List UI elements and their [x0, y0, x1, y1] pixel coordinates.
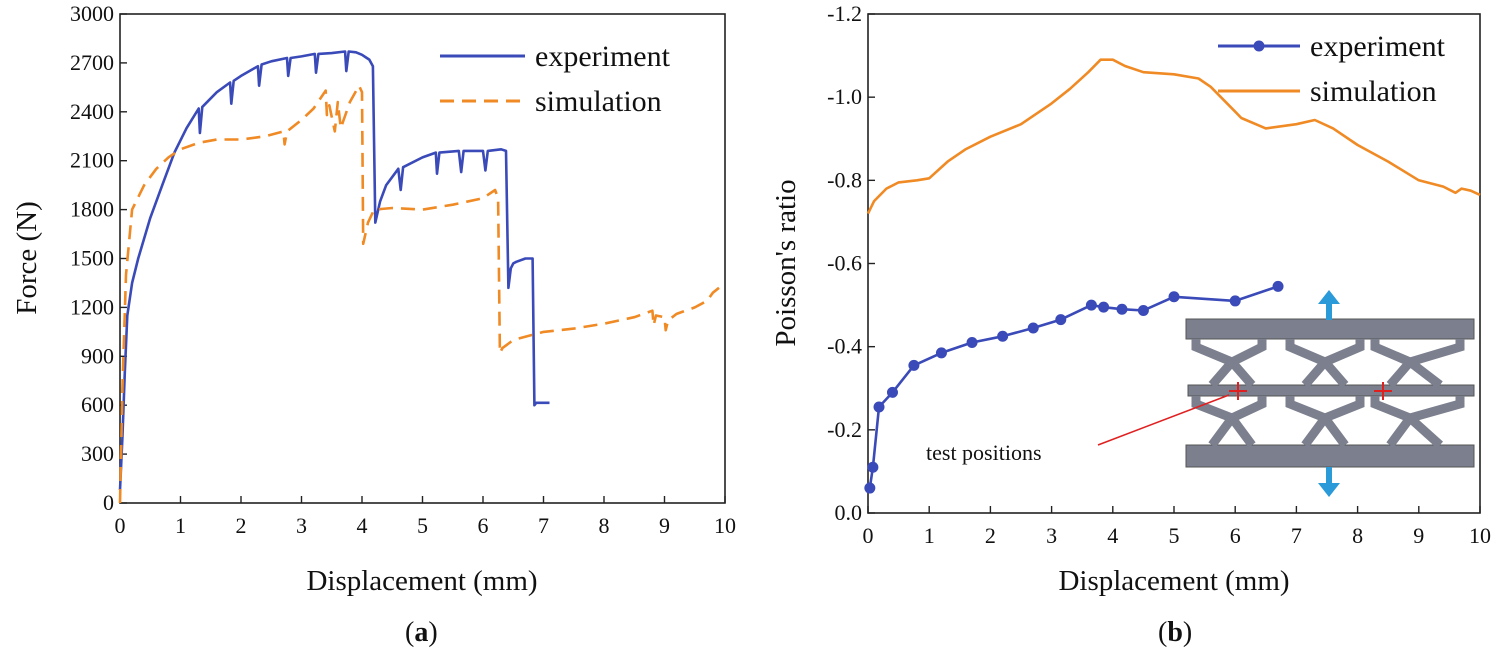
y-tick-label: 900: [81, 343, 114, 368]
panel-label-a-letter: a: [414, 617, 428, 648]
x-tick-label: 9: [659, 513, 670, 538]
y-axis-label-b: Poisson's ratio: [770, 179, 802, 346]
legend-b-experiment-marker: [1253, 40, 1265, 52]
series-line-simulation: [866, 58, 1481, 215]
y-tick-label: 1800: [70, 197, 114, 222]
x-tick-label: 4: [1107, 523, 1118, 548]
x-tick-label: 2: [985, 523, 996, 548]
y-tick-label: 0.0: [835, 500, 863, 525]
x-tick-label: 7: [538, 513, 549, 538]
x-tick-label: 5: [1169, 523, 1180, 548]
x-tick-label: 1: [175, 513, 186, 538]
data-point-experiment: [867, 461, 879, 473]
x-tick-label: 4: [357, 513, 368, 538]
y-tick-label: -0.8: [827, 167, 862, 192]
x-tick-label: 1: [924, 523, 935, 548]
legend-a-simulation-label: simulation: [535, 85, 662, 118]
data-point-experiment: [1098, 301, 1110, 313]
x-axis-label-a: Displacement (mm): [306, 565, 537, 597]
x-tick-label: 3: [296, 513, 307, 538]
chart-force-displacement: 0 300 600 900 1200 1500 1800 2100 2400 2700 3000 0…: [11, 1, 736, 648]
data-point-experiment: [1272, 280, 1284, 292]
x-tick-label: 0: [115, 513, 126, 538]
structure-middle-bar: [1187, 384, 1475, 397]
data-point-experiment: [997, 330, 1009, 342]
annotation-leader-line: [1097, 394, 1230, 446]
x-tick-label: 6: [478, 513, 489, 538]
x-tick-label: 7: [1291, 523, 1302, 548]
y-tick-label: -0.6: [827, 251, 862, 276]
y-tick-label: -1.2: [827, 1, 862, 26]
y-tick-label: 2400: [70, 99, 114, 124]
y-tick-label: -0.2: [827, 417, 862, 442]
annotation-test-positions: test positions: [926, 440, 1042, 465]
y-axis-label-a: Force (N): [11, 201, 43, 315]
test-position-marker-right: [1374, 382, 1392, 400]
x-tick-label: 2: [236, 513, 247, 538]
y-tick-label: 1200: [70, 294, 114, 319]
data-point-experiment: [1027, 322, 1039, 334]
structure-zigzag-struts: [1191, 339, 1465, 449]
auxetic-structure-inset: test positions: [926, 290, 1475, 497]
x-tick-label: 10: [714, 513, 736, 538]
data-point-experiment: [873, 401, 885, 413]
x-tick-label: 0: [863, 523, 874, 548]
y-tick-label: 300: [81, 441, 114, 466]
x-tick-label: 3: [1046, 523, 1057, 548]
y-tick-label: 3000: [70, 1, 114, 26]
legend-a-experiment-label: experiment: [535, 40, 671, 73]
data-point-experiment: [1116, 303, 1128, 315]
x-tick-label: 8: [1352, 523, 1363, 548]
series-line-experiment: [118, 50, 550, 491]
data-point-experiment: [1168, 291, 1180, 303]
x-tick-label: 6: [1230, 523, 1241, 548]
y-tick-label: 600: [81, 392, 114, 417]
legend-b: experiment simulation: [1218, 30, 1446, 108]
structure-bottom-bar: [1185, 444, 1475, 468]
panel-label-b-letter: b: [1167, 617, 1183, 648]
data-point-experiment: [966, 337, 978, 349]
series-line-simulation: [118, 84, 720, 504]
y-tick-label: -1.0: [827, 84, 862, 109]
y-tick-label: 1500: [70, 246, 114, 271]
chart-poisson-ratio: 0.0 -0.2 -0.4 -0.6 -0.8 -1.0 -1.2 0 1 2 3 4 5 6 7 8 9 10…: [770, 1, 1491, 648]
legend-a: experiment simulation: [440, 40, 671, 118]
y-tick-label: 2100: [70, 148, 114, 173]
legend-b-experiment-label: experiment: [1310, 30, 1446, 63]
data-point-experiment: [886, 386, 898, 398]
data-point-experiment: [908, 359, 920, 371]
data-point-experiment: [864, 482, 876, 494]
x-tick-label: 10: [1469, 523, 1491, 548]
data-point-experiment: [1229, 295, 1241, 307]
arrow-down-icon: [1318, 467, 1340, 497]
x-axis-label-b: Displacement (mm): [1058, 565, 1289, 597]
arrow-up-icon: [1318, 290, 1340, 320]
y-tick-label: -0.4: [827, 334, 862, 359]
panel-label-b: (b): [1158, 617, 1192, 648]
legend-b-simulation-label: simulation: [1310, 75, 1437, 108]
x-tick-label: 5: [417, 513, 428, 538]
x-tick-label: 8: [599, 513, 610, 538]
data-point-experiment: [1137, 304, 1149, 316]
test-position-marker-left: [1229, 382, 1247, 400]
y-tick-label: 0: [103, 490, 114, 515]
data-point-experiment: [935, 347, 947, 359]
structure-top-bar: [1185, 318, 1475, 340]
x-tick-label: 9: [1413, 523, 1424, 548]
panel-label-a: (a): [405, 617, 438, 648]
y-tick-label: 2700: [70, 50, 114, 75]
data-point-experiment: [1085, 299, 1097, 311]
data-point-experiment: [1055, 314, 1067, 326]
